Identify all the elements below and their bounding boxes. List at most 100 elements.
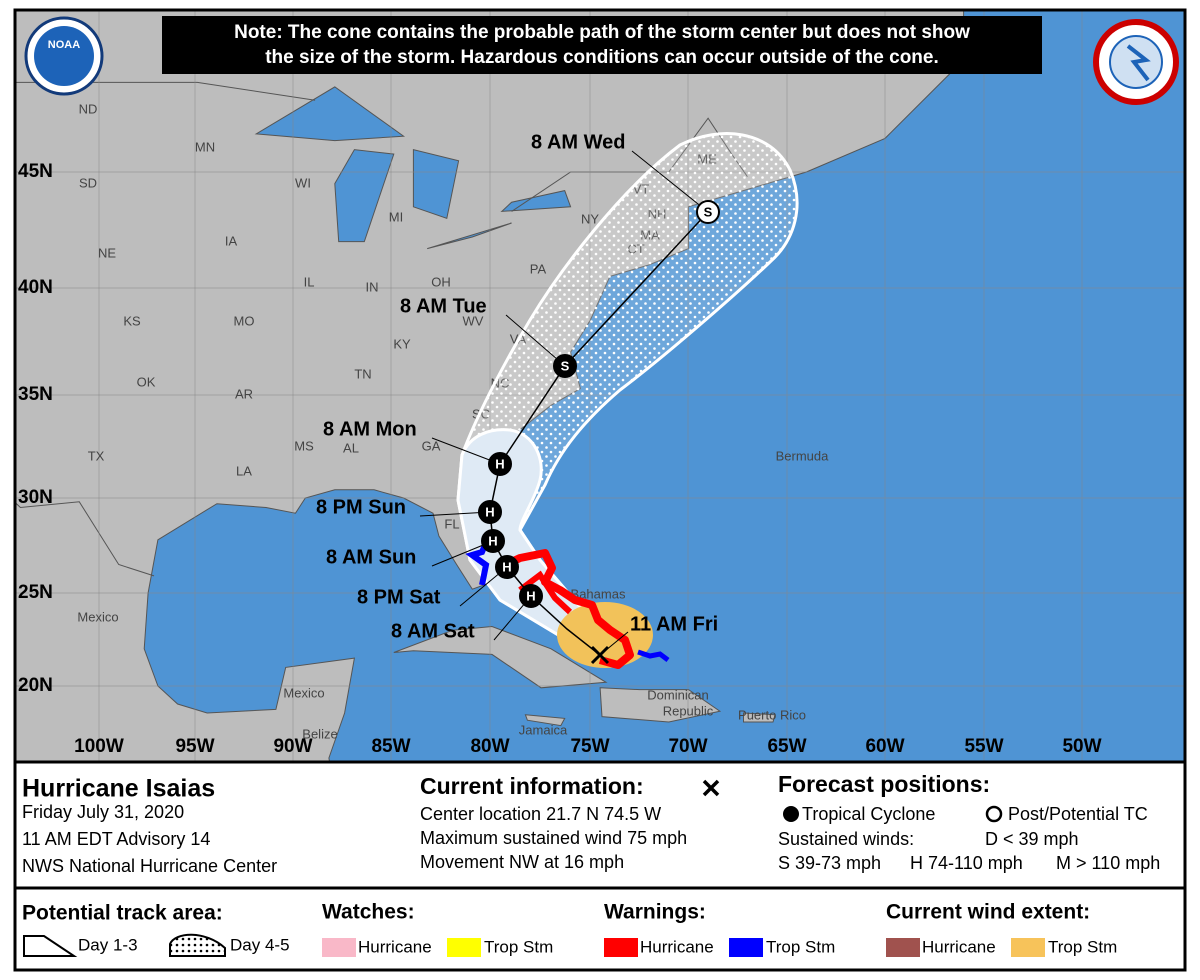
- place-label: PA: [530, 261, 547, 276]
- current-time: 11 AM Fri: [630, 613, 718, 635]
- leader-line: [505, 314, 566, 367]
- leader-line: [431, 437, 501, 465]
- current-info-line: Movement NW at 16 mph: [420, 852, 624, 872]
- map: NDSDMNWIMIIANEILINOHPANYKSMOKYWVVATNNCOK…: [15, 10, 1185, 762]
- place-label: KY: [393, 336, 411, 351]
- legend-text: Day 4-5: [230, 935, 290, 954]
- lat-label: 40N: [18, 277, 53, 298]
- legend-filled-circle: [783, 806, 799, 822]
- place-label: SD: [79, 175, 97, 190]
- place-label: Republic: [663, 703, 714, 718]
- legend-title: Current wind extent:: [886, 901, 1090, 924]
- day45-icon: [169, 933, 226, 957]
- legend-open-circle: [985, 805, 1003, 823]
- place-label: Bahamas: [571, 586, 626, 601]
- legend-text: Hurricane: [922, 937, 996, 956]
- place-label: NE: [98, 245, 116, 260]
- great-lake: [412, 148, 460, 220]
- legend-text: Hurricane: [640, 937, 714, 956]
- lon-label: 70W: [668, 736, 707, 757]
- place-label: MI: [389, 209, 403, 224]
- forecast-marker-letter: S: [561, 358, 570, 373]
- place-label: Belize: [302, 726, 337, 741]
- island: [393, 625, 608, 689]
- place-label: IN: [366, 279, 379, 294]
- note-line: the size of the storm. Hazardous conditi…: [265, 47, 939, 68]
- lon-label: 90W: [273, 736, 312, 757]
- legend-text: Trop Stm: [1048, 937, 1117, 956]
- place-label: KS: [123, 313, 141, 328]
- forecast-time: 8 AM Wed: [531, 131, 625, 153]
- lon-label: 100W: [74, 736, 124, 757]
- note-box: [162, 16, 1042, 74]
- legend-text: Trop Stm: [484, 937, 553, 956]
- forecast-time: 8 AM Mon: [323, 418, 417, 440]
- forecast-time: 8 AM Sun: [326, 546, 416, 568]
- legend-text: M > 110 mph: [1056, 853, 1160, 873]
- place-label: FL: [444, 516, 459, 531]
- current-x-icon: [702, 779, 720, 797]
- lat-label: 25N: [18, 582, 53, 603]
- place-label: Puerto Rico: [738, 707, 806, 722]
- place-label: Bermuda: [776, 448, 830, 463]
- info-line: Friday July 31, 2020: [22, 802, 184, 822]
- day13-icon: [23, 935, 78, 957]
- forecast-marker-letter: H: [495, 456, 504, 471]
- place-label: Jamaica: [519, 722, 568, 737]
- place-label: Mexico: [77, 609, 118, 624]
- lon-label: 80W: [470, 736, 509, 757]
- lon-label: 55W: [964, 736, 1003, 757]
- place-label: WV: [463, 313, 484, 328]
- forecast-marker: [488, 452, 512, 476]
- great-lake: [334, 149, 395, 243]
- island: [524, 714, 566, 727]
- storm-name: Hurricane Isaias: [22, 775, 215, 803]
- place-label: OK: [137, 374, 156, 389]
- lat-label: 20N: [18, 675, 53, 696]
- lon-label: 85W: [371, 736, 410, 757]
- legend-swatch: [447, 938, 481, 957]
- forecast-marker: [481, 529, 505, 553]
- place-label: GA: [422, 438, 441, 453]
- current-info-line: Maximum sustained wind 75 mph: [420, 828, 687, 848]
- place-label: MS: [294, 438, 314, 453]
- info-panel: [13, 760, 1187, 890]
- lon-label: 50W: [1062, 736, 1101, 757]
- nws-logo-bolt: [1126, 44, 1151, 82]
- legend-swatch: [886, 938, 920, 957]
- forecast-marker: [519, 584, 543, 608]
- lat-label: 35N: [18, 384, 53, 405]
- hurricane-warning: [518, 570, 573, 615]
- noaa-logo-text: NOAA: [48, 39, 80, 51]
- legend-swatch: [322, 938, 356, 957]
- place-label: NY: [581, 211, 599, 226]
- place-label: AR: [235, 386, 253, 401]
- legend-title: Watches:: [322, 901, 415, 924]
- forecast-marker-letter: H: [502, 559, 511, 574]
- island: [599, 687, 722, 723]
- forecast-marker-letter: S: [704, 204, 713, 219]
- cone-dots: [458, 133, 798, 660]
- note-line: Note: The cone contains the probable pat…: [234, 22, 970, 43]
- place-label: TX: [88, 448, 105, 463]
- lon-label: 95W: [175, 736, 214, 757]
- place-label: AL: [343, 440, 359, 455]
- legend-swatch: [604, 938, 638, 957]
- legend-text: D < 39 mph: [985, 829, 1079, 849]
- forecast-time: 8 PM Sun: [316, 496, 406, 518]
- forecast-marker-letter: H: [485, 504, 494, 519]
- place-label: Dominican: [647, 687, 708, 702]
- info-line: 11 AM EDT Advisory 14: [22, 829, 210, 849]
- legend-swatch: [729, 938, 763, 957]
- legend-text: S 39-73 mph: [778, 853, 881, 873]
- legend-text: Trop Stm: [766, 937, 835, 956]
- info-line: NWS National Hurricane Center: [22, 856, 277, 876]
- place-label: IA: [225, 233, 238, 248]
- lon-label: 60W: [865, 736, 904, 757]
- forecast-time: 8 PM Sat: [357, 586, 441, 608]
- forecast-time: 8 AM Sat: [391, 620, 475, 642]
- forecast-positions-title: Forecast positions:: [778, 771, 990, 797]
- legend-title: Potential track area:: [22, 902, 223, 925]
